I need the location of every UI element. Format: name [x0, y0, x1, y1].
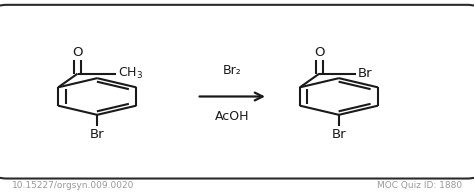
Text: MOC Quiz ID: 1880: MOC Quiz ID: 1880: [377, 181, 462, 190]
Text: Br₂: Br₂: [223, 64, 242, 77]
FancyBboxPatch shape: [0, 5, 474, 179]
Text: O: O: [73, 46, 83, 58]
Text: CH$_3$: CH$_3$: [118, 66, 144, 81]
Text: Br: Br: [90, 128, 104, 141]
Text: O: O: [314, 46, 325, 58]
Text: Br: Br: [332, 128, 346, 141]
Text: 10.15227/orgsyn.009.0020: 10.15227/orgsyn.009.0020: [12, 181, 134, 190]
Text: Br: Br: [358, 67, 373, 80]
Text: AcOH: AcOH: [215, 110, 249, 123]
